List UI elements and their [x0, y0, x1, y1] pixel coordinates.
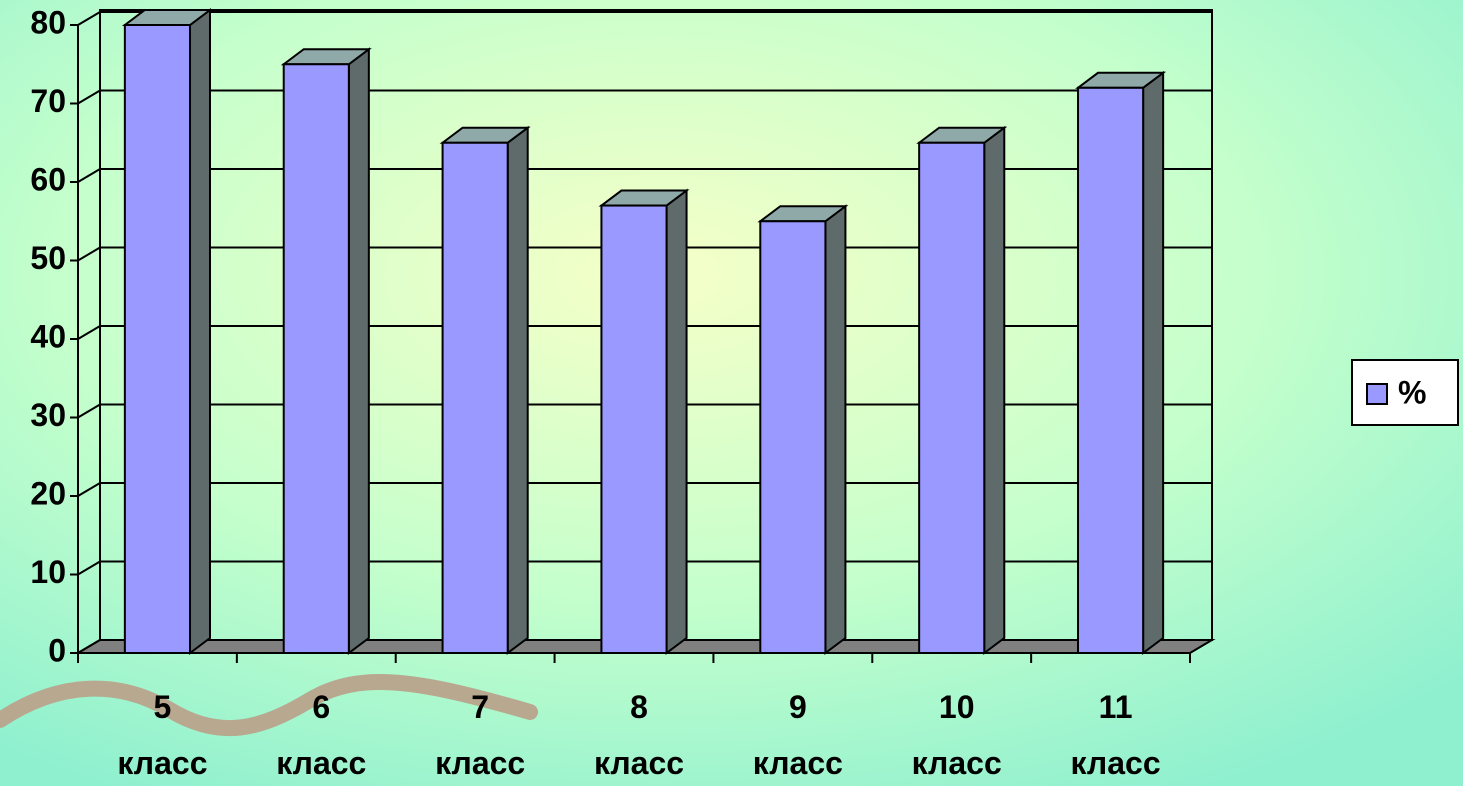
x-tick-label: 7 класс — [435, 689, 525, 781]
wall-tick — [77, 246, 101, 262]
y-tick-label: 20 — [30, 475, 66, 511]
bar-side — [506, 125, 529, 655]
x-tick-label: 8 класс — [594, 689, 684, 781]
y-tick-label: 0 — [48, 632, 66, 668]
wall-tick — [77, 403, 101, 419]
y-tick-label: 10 — [30, 554, 66, 590]
bar — [918, 141, 986, 654]
bar-side — [188, 8, 211, 655]
wall-tick — [77, 482, 101, 497]
y-tick-label: 50 — [30, 240, 66, 276]
y-tick-label: 40 — [30, 318, 66, 354]
wall-tick — [77, 325, 101, 340]
x-tick-label: 5 класс — [117, 689, 207, 781]
y-tick-label: 60 — [30, 161, 66, 197]
x-tick-label: 9 класс — [753, 689, 843, 781]
y-tick-label: 70 — [30, 83, 66, 119]
y-tick-label: 30 — [30, 397, 66, 433]
bar-side — [1142, 70, 1165, 655]
wall-tick — [77, 11, 101, 26]
y-tick-label: 80 — [30, 4, 66, 40]
bar — [759, 220, 827, 654]
x-tick-label: 10 класс — [912, 689, 1002, 781]
bar-side — [824, 204, 847, 655]
bar — [441, 141, 509, 654]
legend-swatch — [1366, 383, 1388, 405]
wall-tick — [77, 89, 101, 105]
x-tick-label: 11 класс — [1071, 689, 1161, 781]
x-tick-label: 6 класс — [276, 689, 366, 781]
decoration — [0, 674, 538, 737]
wall-tick — [77, 168, 101, 183]
bar — [282, 63, 350, 654]
wall-tick — [77, 560, 101, 576]
bar — [123, 24, 191, 654]
bar-side — [665, 188, 688, 655]
bar — [1077, 86, 1145, 655]
bar — [600, 204, 668, 655]
bar-side — [347, 47, 370, 655]
legend-label: % — [1398, 374, 1426, 410]
bar-side — [983, 125, 1006, 655]
